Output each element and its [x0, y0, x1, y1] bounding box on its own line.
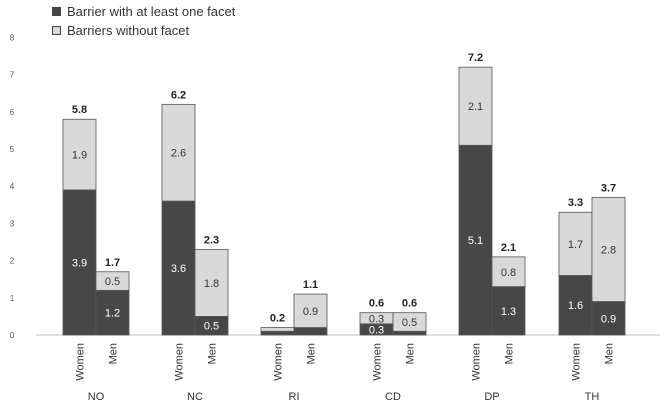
data-label-nc-men-series-2: 1.8 [204, 278, 219, 290]
data-label-ri-men-series-2: 0.9 [303, 306, 318, 318]
legend-label-without-facet: Barriers without facet [67, 23, 190, 38]
bar-no-women-series-2 [62, 118, 97, 191]
total-label-dp-men: 2.1 [501, 242, 516, 254]
data-label-dp-men-series-1: 1.3 [501, 306, 516, 318]
bar-ri-men-series-2 [293, 293, 328, 328]
group-label-th: TH [585, 391, 600, 403]
group-label-ri: RI [289, 391, 300, 403]
y-tick-label-1: 1 [10, 294, 15, 303]
data-label-dp-women-series-2: 2.1 [468, 101, 483, 113]
subcategory-label-ri-women: Women [273, 343, 285, 381]
total-label-ri-men: 1.1 [303, 279, 318, 291]
bar-nc-men-series-2 [194, 249, 229, 317]
legend-item-without-facet: Barriers without facet [52, 21, 235, 40]
data-label-cd-women-series-1: 0.3 [369, 324, 384, 336]
total-label-no-men: 1.7 [105, 257, 120, 269]
y-tick-label-8: 8 [10, 33, 15, 42]
bar-dp-women-series-2 [458, 66, 493, 146]
subcategory-label-nc-women: Women [174, 343, 186, 381]
total-label-ri-women: 0.2 [270, 313, 285, 325]
data-label-cd-women-series-2: 0.3 [369, 313, 384, 325]
data-label-no-women-series-2: 1.9 [72, 150, 87, 162]
total-label-cd-men: 0.6 [402, 298, 417, 310]
y-tick-label-2: 2 [10, 257, 15, 266]
subcategory-label-cd-women: Women [372, 343, 384, 381]
total-label-no-women: 5.8 [72, 104, 87, 116]
group-label-dp: DP [484, 391, 499, 403]
data-label-th-men-series-2: 2.8 [601, 244, 616, 256]
bar-no-men-series-2 [95, 271, 130, 291]
group-label-no: NO [88, 391, 105, 403]
bar-ri-women-series-1 [260, 330, 295, 336]
total-label-th-men: 3.7 [601, 182, 616, 194]
data-label-nc-women-series-2: 2.6 [171, 148, 186, 160]
bar-th-men-series-2 [591, 196, 626, 302]
bar-nc-women-series-1 [161, 200, 196, 336]
subcategory-label-th-men: Men [604, 343, 616, 364]
legend-item-with-facet: Barrier with at least one facet [52, 2, 235, 21]
data-label-no-men-series-2: 0.5 [105, 276, 120, 288]
bar-no-women-series-1 [62, 189, 97, 336]
data-label-cd-men-series-2: 0.5 [402, 317, 417, 329]
total-label-dp-women: 7.2 [468, 52, 483, 64]
y-tick-label-0: 0 [10, 331, 15, 340]
data-label-nc-women-series-1: 3.6 [171, 263, 186, 275]
total-label-th-women: 3.3 [568, 197, 583, 209]
bar-dp-women-series-1 [458, 144, 493, 336]
data-label-th-women-series-2: 1.7 [568, 239, 583, 251]
legend: Barrier with at least one facet Barriers… [52, 2, 235, 40]
legend-swatch-without-facet [52, 26, 61, 35]
total-label-nc-men: 2.3 [204, 234, 219, 246]
bar-nc-women-series-2 [161, 103, 196, 202]
y-tick-label-5: 5 [10, 145, 15, 154]
data-label-th-women-series-1: 1.6 [568, 300, 583, 312]
legend-label-with-facet: Barrier with at least one facet [67, 4, 236, 19]
bar-ri-women-series-2 [260, 327, 295, 332]
data-label-th-men-series-1: 0.9 [601, 313, 616, 325]
y-tick-label-3: 3 [10, 219, 15, 228]
data-label-dp-men-series-2: 0.8 [501, 267, 516, 279]
data-label-no-women-series-1: 3.9 [72, 257, 87, 269]
bar-th-men-series-1 [591, 301, 626, 336]
bar-cd-men-series-1 [392, 330, 427, 336]
bar-ri-men-series-1 [293, 327, 328, 336]
bar-cd-men-series-2 [392, 312, 427, 332]
y-tick-label-7: 7 [10, 71, 15, 80]
subcategory-label-th-women: Women [571, 343, 583, 381]
data-label-dp-women-series-1: 5.1 [468, 235, 483, 247]
subcategory-label-no-women: Women [75, 343, 87, 381]
group-label-cd: CD [385, 391, 401, 403]
subcategory-label-cd-men: Men [405, 343, 417, 364]
total-label-nc-women: 6.2 [171, 89, 186, 101]
data-label-nc-men-series-1: 0.5 [204, 321, 219, 333]
subcategory-label-dp-women: Women [471, 343, 483, 381]
legend-swatch-with-facet [52, 7, 61, 16]
data-label-no-men-series-1: 1.2 [105, 308, 120, 320]
bar-dp-men-series-2 [491, 256, 526, 288]
subcategory-label-dp-men: Men [504, 343, 516, 364]
subcategory-label-no-men: Men [108, 343, 120, 364]
group-label-nc: NC [187, 391, 203, 403]
subcategory-label-nc-men: Men [207, 343, 219, 364]
subcategory-label-ri-men: Men [306, 343, 318, 364]
y-tick-label-6: 6 [10, 108, 15, 117]
y-tick-label-4: 4 [10, 182, 15, 191]
total-label-cd-women: 0.6 [369, 298, 384, 310]
